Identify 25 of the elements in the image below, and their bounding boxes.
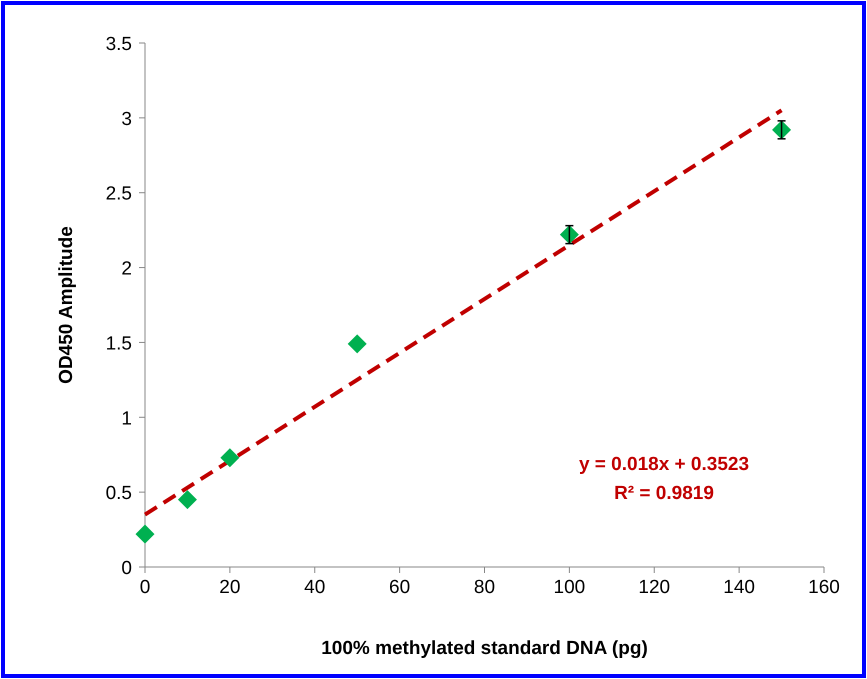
x-tick-label: 0: [140, 577, 150, 598]
x-tick-label: 160: [808, 577, 840, 598]
y-tick-label: 0: [121, 558, 132, 579]
annotation: R² = 0.9819: [614, 483, 714, 504]
x-axis-title: 100% methylated standard DNA (pg): [321, 638, 648, 659]
y-tick-label: 1.5: [106, 333, 132, 354]
y-tick-label: 2: [121, 258, 132, 280]
annotation: y = 0.018x + 0.3523: [578, 454, 750, 475]
y-axis-title: OD450 Amplitude: [56, 226, 77, 384]
x-tick-label: 60: [389, 577, 410, 598]
x-tick-label: 120: [638, 577, 670, 598]
y-tick-label: 3.5: [106, 34, 132, 55]
x-tick-label: 100: [554, 577, 586, 598]
y-tick-label: 2.5: [106, 184, 132, 205]
point: [348, 334, 367, 354]
point: [178, 490, 197, 510]
point: [135, 524, 155, 544]
x-tick-label: 20: [219, 577, 240, 598]
x-tick-label: 80: [474, 577, 496, 598]
y-tick-label: 1: [121, 408, 132, 430]
point: [220, 448, 240, 468]
x-tick-label: 40: [304, 577, 326, 598]
x-tick-label: 140: [723, 577, 755, 598]
y-tick-label: 3: [121, 108, 132, 130]
y-tick-label: 0.5: [106, 483, 132, 504]
